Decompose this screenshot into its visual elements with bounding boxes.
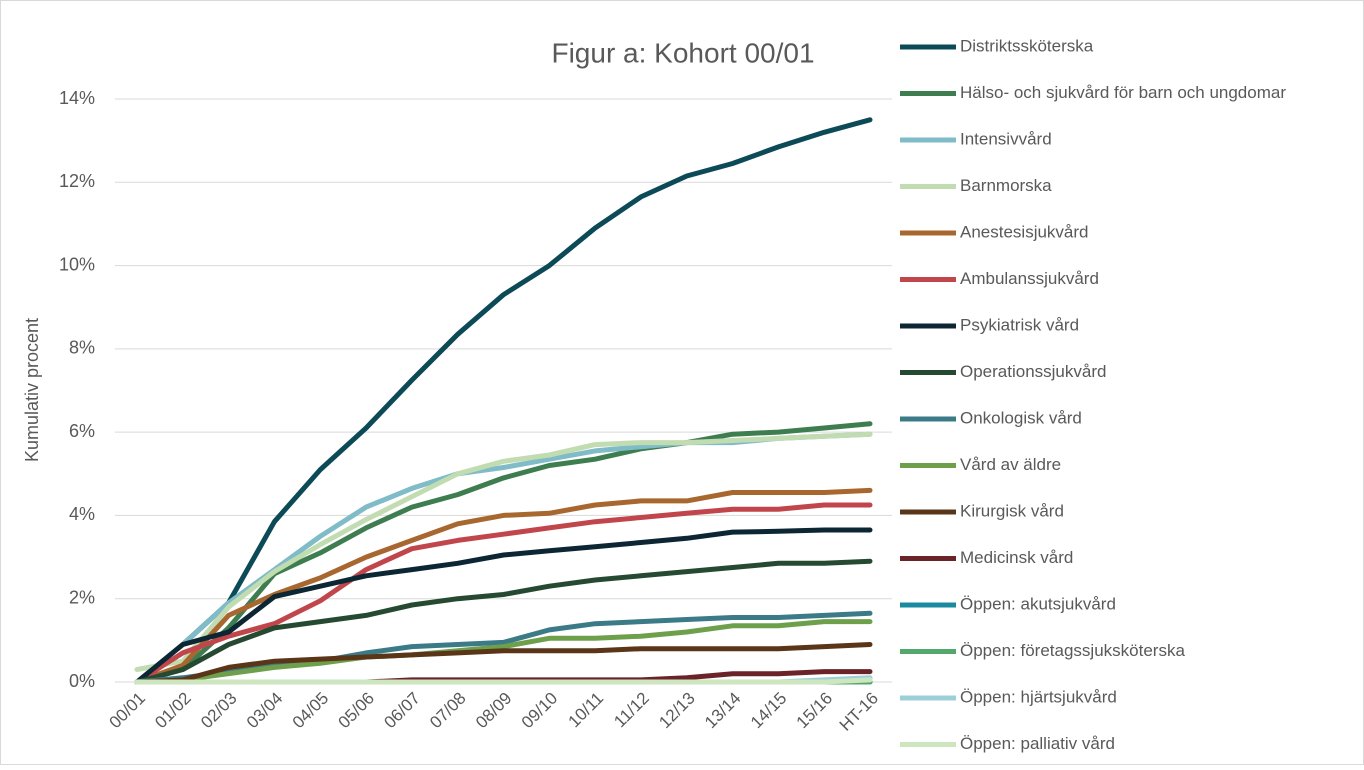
series-line — [134, 487, 873, 685]
legend-label: Öppen: palliativ vård — [960, 734, 1115, 753]
legend-label: Anestesisjukvård — [960, 222, 1089, 241]
legend-label: Kirurgisk vård — [960, 501, 1064, 520]
series-line — [134, 642, 873, 685]
series-line — [134, 527, 873, 685]
series-line — [134, 421, 873, 685]
chart-title: Figur a: Kohort 00/01 — [551, 37, 814, 68]
y-tick-label: 12% — [59, 171, 95, 191]
y-tick-label: 8% — [69, 338, 95, 358]
series-line — [134, 619, 873, 685]
legend-label: Ambulanssjukvård — [960, 269, 1099, 288]
legend-label: Hälso- och sjukvård för barn och ungdoma… — [960, 83, 1286, 102]
legend-label: Öppen: hjärtsjukvård — [960, 687, 1117, 706]
y-tick-label: 0% — [69, 671, 95, 691]
legend-label: Onkologisk vård — [960, 408, 1082, 427]
y-tick-label: 2% — [69, 587, 95, 607]
legend-label: Barnmorska — [960, 176, 1052, 195]
legend-label: Vård av äldre — [960, 455, 1061, 474]
series-line — [134, 502, 873, 685]
legend-label: Operationssjukvård — [960, 362, 1106, 381]
legend-label: Öppen: akutsjukvård — [960, 594, 1116, 613]
legend-label: Öppen: företagssjuksköterska — [960, 641, 1185, 660]
series-line — [134, 431, 873, 672]
series-line — [134, 558, 873, 685]
legend-label: Distriktssköterska — [960, 36, 1094, 55]
legend-label: Intensivvård — [960, 129, 1052, 148]
y-tick-label: 4% — [69, 504, 95, 524]
y-axis-label: Kumulativ procent — [22, 318, 42, 462]
legend-label: Medicinsk vård — [960, 548, 1073, 567]
y-tick-label: 14% — [59, 88, 95, 108]
series-line — [134, 117, 873, 685]
series-line — [134, 677, 873, 685]
legend-label: Psykiatrisk vård — [960, 315, 1079, 334]
y-tick-label: 6% — [69, 421, 95, 441]
y-tick-label: 10% — [59, 254, 95, 274]
